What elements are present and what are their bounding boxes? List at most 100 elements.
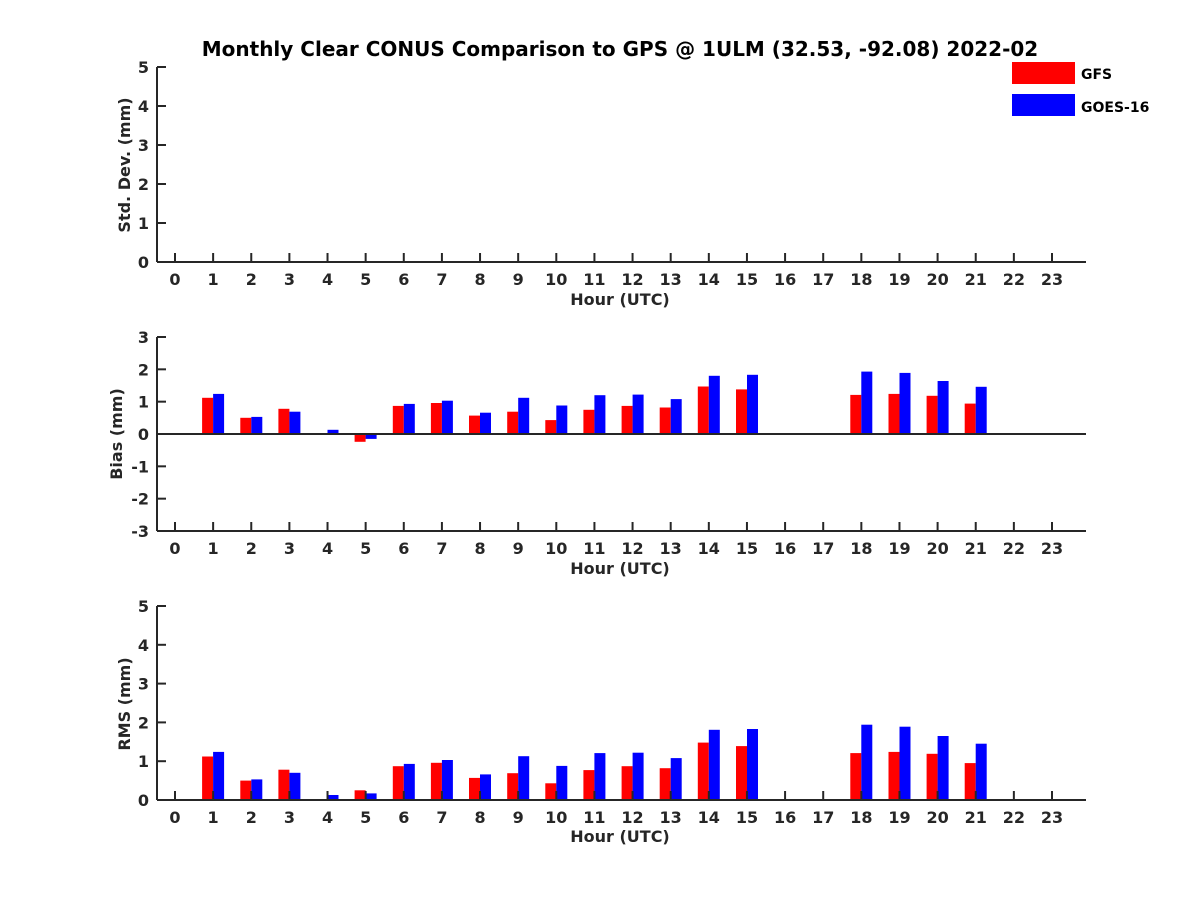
std-dev-y-tick-label: 5	[138, 58, 149, 77]
bias-bar-goes16-h13	[670, 399, 682, 434]
bias-bar-gfs-h13	[659, 407, 671, 434]
rms-x-tick-label: 9	[513, 808, 524, 827]
rms-bar-goes16-h8	[480, 774, 491, 800]
rms-x-tick-label: 17	[812, 808, 834, 827]
rms-bar-gfs-h15	[736, 746, 747, 800]
bias-x-tick-label: 9	[513, 539, 524, 558]
std-dev-x-tick-label: 1	[208, 270, 219, 289]
bias-bar-gfs-h1	[202, 397, 214, 434]
bias-bar-goes16-h10	[556, 405, 568, 434]
bias-y-tick-label: -3	[131, 522, 149, 541]
bias-bar-gfs-h2	[240, 417, 252, 434]
rms-bar-goes16-h1	[213, 751, 225, 800]
bias-bar-gfs-h6	[392, 405, 404, 434]
legend-label-gfs: GFS	[1081, 67, 1112, 83]
rms-y-tick-label: 1	[138, 752, 149, 771]
bias-bar-goes16-h12	[632, 394, 644, 434]
std-dev-x-tick-label: 21	[965, 270, 987, 289]
bias-bar-goes16-h20	[937, 381, 949, 434]
bias-x-tick-label: 11	[583, 539, 605, 558]
bias-bar-gfs-h20	[926, 395, 938, 434]
bias-bar-goes16-h14	[708, 375, 720, 434]
rms-bar-goes16-h2	[251, 779, 263, 800]
legend-swatch-gfs	[1012, 62, 1075, 84]
bias-x-tick-label: 1	[208, 539, 219, 558]
rms-x-tick-label: 23	[1041, 808, 1063, 827]
rms-bar-gfs-h13	[659, 768, 671, 800]
rms-bar-gfs-h6	[392, 766, 404, 800]
rms-x-tick-label: 18	[850, 808, 872, 827]
bias-y-tick-label: 1	[138, 393, 149, 412]
std-dev-x-tick-label: 18	[850, 270, 872, 289]
bias-bar-goes16-h9	[518, 397, 530, 434]
std-dev-x-tick-label: 7	[436, 270, 447, 289]
bias-bar-goes16-h1	[213, 393, 225, 434]
rms-bar-gfs-h8	[469, 777, 480, 800]
rms-bar-goes16-h11	[594, 753, 606, 800]
rms-x-tick-label: 16	[774, 808, 796, 827]
bias-bar-goes16-h21	[975, 386, 987, 434]
bias-x-tick-label: 3	[284, 539, 295, 558]
rms-y-tick-label: 5	[138, 597, 149, 616]
std-dev-x-tick-label: 14	[698, 270, 720, 289]
std-dev-y-label: Std. Dev. (mm)	[115, 97, 134, 232]
rms-bar-gfs-h2	[240, 780, 252, 800]
rms-bar-goes16-h14	[708, 729, 720, 800]
std-dev-x-tick-label: 10	[545, 270, 567, 289]
bias-bar-gfs-h11	[583, 409, 595, 435]
rms-bar-goes16-h5	[365, 793, 377, 800]
rms-y-tick-label: 2	[138, 713, 149, 732]
std-dev-x-label: Hour (UTC)	[570, 290, 670, 309]
bias-y-label: Bias (mm)	[107, 388, 126, 480]
legend-label-goes16: GOES-16	[1081, 100, 1149, 116]
bias-y-tick-label: -2	[131, 490, 149, 509]
bias-x-tick-label: 10	[545, 539, 567, 558]
std-dev-x-tick-label: 16	[774, 270, 796, 289]
bias-x-tick-label: 21	[965, 539, 987, 558]
bias-bar-goes16-h18	[861, 371, 873, 434]
bias-bar-gfs-h19	[888, 393, 900, 434]
rms-bar-goes16-h10	[556, 765, 568, 800]
chart-title: Monthly Clear CONUS Comparison to GPS @ …	[202, 37, 1038, 61]
legend-swatch-goes16	[1012, 94, 1075, 116]
bias-bar-gfs-h18	[850, 394, 862, 434]
std-dev-x-tick-label: 19	[888, 270, 910, 289]
rms-y-tick-label: 0	[138, 791, 149, 810]
bias-y-tick-label: -1	[131, 457, 149, 476]
bias-x-tick-label: 23	[1041, 539, 1063, 558]
std-dev-x-tick-label: 22	[1003, 270, 1025, 289]
std-dev-y-tick-label: 4	[138, 97, 149, 116]
rms-bar-gfs-h5	[354, 790, 366, 800]
bias-x-tick-label: 22	[1003, 539, 1025, 558]
rms-x-tick-label: 12	[621, 808, 643, 827]
rms-x-tick-label: 14	[698, 808, 720, 827]
bias-bar-gfs-h12	[621, 405, 633, 434]
rms-x-tick-label: 0	[169, 808, 180, 827]
rms-bar-gfs-h12	[621, 766, 633, 800]
rms-x-tick-label: 1	[208, 808, 219, 827]
rms-x-tick-label: 7	[436, 808, 447, 827]
bias-bar-goes16-h7	[441, 400, 453, 434]
rms-bar-gfs-h21	[964, 763, 976, 800]
rms-bar-goes16-h4	[327, 795, 339, 800]
rms-x-tick-label: 6	[398, 808, 409, 827]
rms-bar-goes16-h3	[289, 772, 301, 800]
rms-bar-goes16-h13	[670, 758, 682, 800]
std-dev-x-tick-label: 20	[926, 270, 948, 289]
rms-bar-gfs-h20	[926, 753, 938, 800]
bias-bar-gfs-h9	[507, 411, 519, 434]
bias-bar-goes16-h3	[289, 411, 301, 434]
std-dev-y-tick-label: 3	[138, 136, 149, 155]
rms-bar-gfs-h7	[430, 762, 442, 800]
std-dev-x-tick-label: 4	[322, 270, 333, 289]
bias-bar-gfs-h21	[964, 403, 976, 434]
rms-bar-gfs-h11	[583, 770, 595, 800]
rms-x-tick-label: 20	[926, 808, 948, 827]
rms-bar-gfs-h10	[545, 783, 557, 800]
bias-bar-goes16-h4	[327, 429, 339, 434]
rms-bar-goes16-h12	[632, 752, 644, 800]
bias-x-tick-label: 14	[698, 539, 720, 558]
rms-bar-goes16-h19	[899, 726, 911, 800]
